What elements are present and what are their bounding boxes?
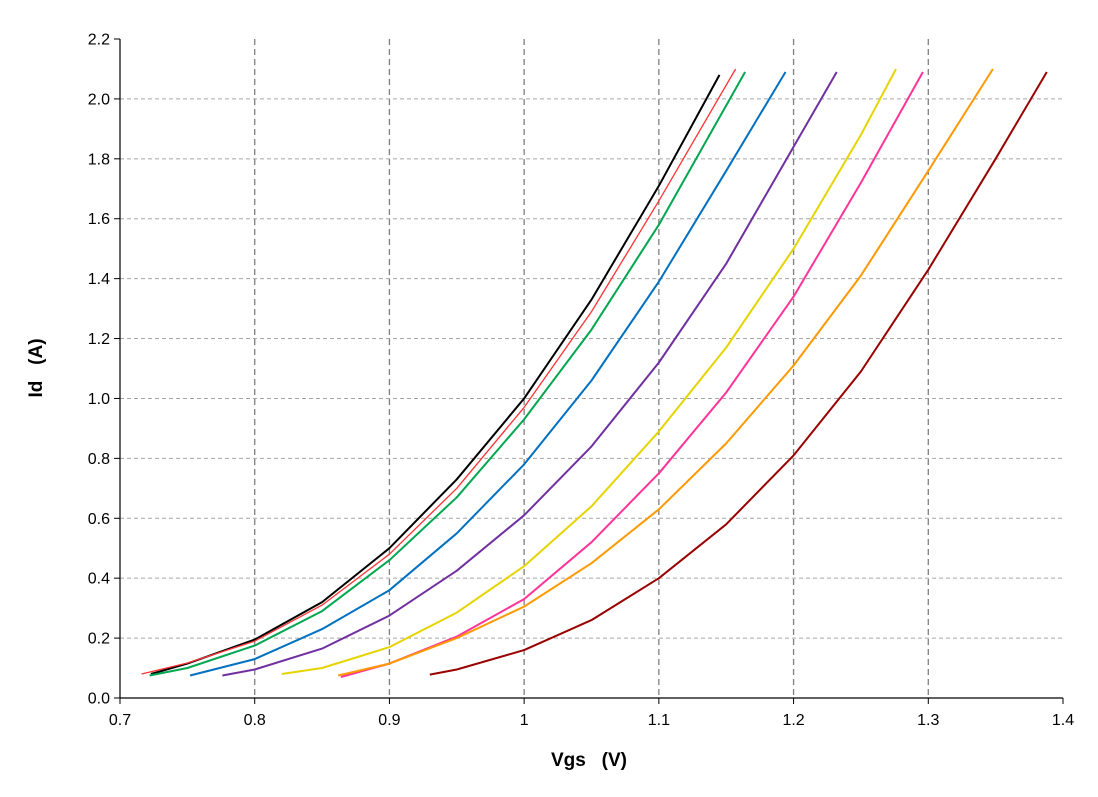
x-tick-label: 0.9 xyxy=(378,712,400,729)
x-tick-label: 1.1 xyxy=(648,712,670,729)
x-tick-label: 1 xyxy=(520,712,529,729)
grid-layer xyxy=(120,39,1063,698)
y-tick-label: 0.0 xyxy=(88,691,110,708)
x-tick-label: 0.7 xyxy=(109,712,131,729)
y-tick-label: 0.8 xyxy=(88,451,110,468)
y-tick-label: 1.2 xyxy=(88,331,110,348)
y-axis-title: Id (A) xyxy=(26,338,47,397)
series-line-6 xyxy=(281,68,897,675)
series-line-3 xyxy=(149,71,746,677)
x-tick-label: 1.2 xyxy=(782,712,804,729)
y-tick-label: 2.0 xyxy=(88,91,110,108)
y-tick-label: 1.0 xyxy=(88,391,110,408)
series-line-2 xyxy=(141,68,737,675)
y-tick-label: 1.4 xyxy=(88,271,110,288)
axes-layer: 0.0 0.2 0.4 0.6 0.8 1.0 1.2 1.4 1.6 1.8 2.0 2.2 0.7 0… xyxy=(88,32,1074,730)
x-tick-label: 1.4 xyxy=(1052,712,1074,729)
x-tick-label: 1.3 xyxy=(917,712,939,729)
x-axis-title: Vgs (V) xyxy=(551,750,627,771)
y-tick-label: 0.2 xyxy=(88,631,110,648)
y-tick-label: 0.6 xyxy=(88,511,110,528)
series-line-5 xyxy=(222,71,838,677)
series-line-8 xyxy=(337,68,994,677)
y-tick-label: 1.8 xyxy=(88,151,110,168)
y-tick-label: 1.6 xyxy=(88,211,110,228)
series-layer xyxy=(141,68,1048,678)
y-tick-label: 0.4 xyxy=(88,571,110,588)
series-line-7 xyxy=(340,71,924,678)
labels-layer: Vgs (V) Id (A) xyxy=(26,338,627,771)
x-tick-label: 0.8 xyxy=(244,712,266,729)
series-line-9 xyxy=(429,71,1048,676)
series-line-4 xyxy=(189,71,787,677)
y-tick-label: 2.2 xyxy=(88,32,110,49)
